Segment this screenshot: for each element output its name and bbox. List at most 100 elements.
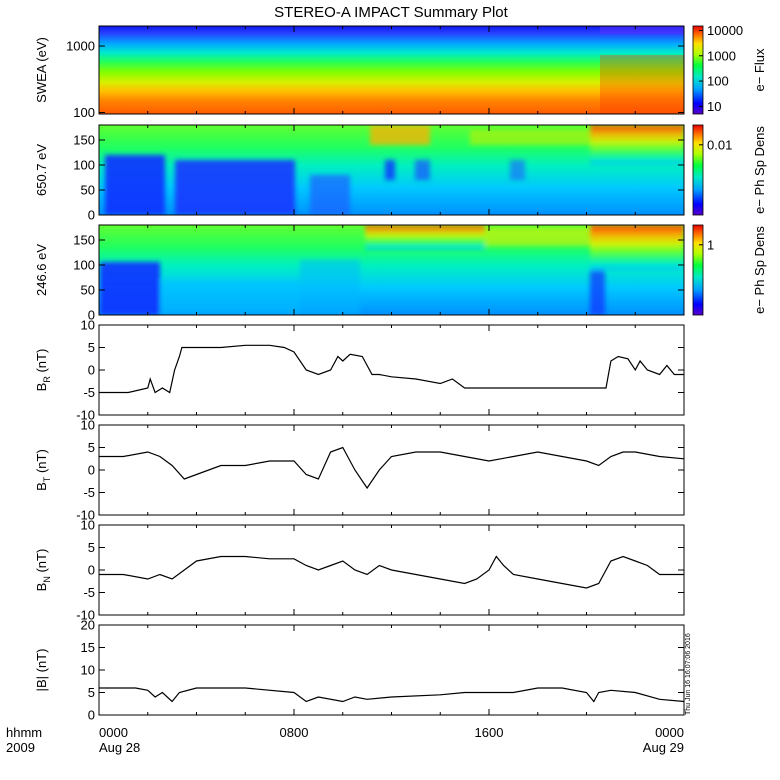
y-axis-label-main: B <box>34 482 49 491</box>
y-axis-label-unit: (nT) <box>34 549 49 576</box>
pad-650-low-flux-patch <box>105 155 165 215</box>
time-axis-label-hhmm: hhmm <box>6 725 42 740</box>
pad-650-low-flux-patch <box>385 160 395 180</box>
time-tick-label: 1600 <box>475 725 504 740</box>
swea-colorbar <box>692 25 704 115</box>
y-tick-label: 100 <box>73 105 95 120</box>
bmag-frame <box>98 624 685 716</box>
y-tick-label: 5 <box>88 685 95 700</box>
y-axis-label: BT (nT) <box>34 449 52 491</box>
y-axis-label-subscript: N <box>42 576 52 583</box>
y-tick-label: 0 <box>88 308 95 323</box>
bt-series-line <box>99 446 684 490</box>
pad-246-colorbar <box>692 224 704 316</box>
time-tick-label: 0000 <box>655 725 684 740</box>
colorbar-tick-label: 10000 <box>707 23 743 38</box>
y-tick-label: 10 <box>81 418 95 433</box>
plot-timestamp: Thu Jun 16 16:07:06 2016 <box>685 633 692 715</box>
y-tick-label: 10 <box>81 663 95 678</box>
pad-246-low-flux-patch <box>160 280 300 315</box>
y-tick-label: 150 <box>73 133 95 148</box>
y-tick-label: 0 <box>88 208 95 223</box>
pad-650-low-flux-patch <box>175 160 295 215</box>
colorbar-tick-label: 1000 <box>707 48 736 63</box>
colorbar-label: e− Ph Sp Dens <box>752 126 767 214</box>
y-axis-label: SWEA (eV) <box>34 37 49 103</box>
y-axis-label: |B| (nT) <box>34 649 49 692</box>
y-tick-label: -5 <box>83 385 95 400</box>
y-tick-label: -10 <box>76 608 95 623</box>
y-tick-label: 10 <box>81 318 95 333</box>
y-axis-label-main: B <box>34 383 49 392</box>
pad-246-high-flux-patch <box>485 228 590 246</box>
y-tick-label: 50 <box>81 283 95 298</box>
swea-enhanced-cap <box>600 26 684 34</box>
y-tick-label: 20 <box>81 618 95 633</box>
pad-650-high-flux-patch <box>590 125 684 165</box>
time-date-label: Aug 29 <box>643 740 684 755</box>
pad-650-high-flux-patch <box>470 130 590 145</box>
y-tick-label: -10 <box>76 408 95 423</box>
y-tick-label: 100 <box>73 158 95 173</box>
y-axis-label-subscript: R <box>42 376 52 383</box>
y-tick-label: 5 <box>88 340 95 355</box>
y-tick-label: 50 <box>81 183 95 198</box>
pad-650-low-flux-patch <box>415 160 430 180</box>
colorbar-tick-label: 0.01 <box>707 137 732 152</box>
pad-650-high-flux-patch <box>370 125 430 145</box>
pad-246-panel <box>98 224 685 316</box>
br-frame <box>98 324 685 416</box>
swea-spectrogram-panel <box>98 25 685 115</box>
pad-246-low-flux-patch <box>300 260 360 315</box>
y-tick-label: 100 <box>73 258 95 273</box>
time-tick-label: 0000 <box>99 725 128 740</box>
colorbar-tick-label: 100 <box>707 74 729 89</box>
pad-650-colorbar <box>692 124 704 216</box>
pad-246-low-flux-patch <box>590 270 605 315</box>
swea-enhanced-region <box>600 55 684 114</box>
y-axis-label-subscript: T <box>42 476 52 482</box>
y-axis-label-main: |B| <box>34 676 49 691</box>
swea-spectrogram-image <box>99 26 684 114</box>
y-axis-label-unit: (nT) <box>34 449 49 476</box>
time-axis-label-year: 2009 <box>6 740 35 755</box>
y-axis-label-main: B <box>34 583 49 592</box>
y-axis-label: 246.6 eV <box>34 244 49 296</box>
bn-series-line <box>99 555 684 589</box>
y-tick-label: -5 <box>83 485 95 500</box>
time-date-label: Aug 28 <box>99 740 140 755</box>
y-axis-label-unit: (nT) <box>34 349 49 376</box>
y-tick-label: 0 <box>88 363 95 378</box>
colorbar-tick-label: 10 <box>707 99 721 114</box>
y-tick-label: 0 <box>88 708 95 723</box>
y-tick-label: 15 <box>81 640 95 655</box>
pad-650-panel <box>98 124 685 216</box>
y-axis-label: BR (nT) <box>34 349 52 392</box>
y-tick-label: 1000 <box>66 39 95 54</box>
y-tick-label: 10 <box>81 518 95 533</box>
y-tick-label: -5 <box>83 585 95 600</box>
pad-246-high-flux-patch <box>365 225 485 250</box>
y-tick-label: 150 <box>73 233 95 248</box>
y-axis-label-unit: (nT) <box>34 649 49 676</box>
bmag-series-line <box>99 687 684 703</box>
pad-650-low-flux-patch <box>510 160 525 180</box>
y-tick-label: 5 <box>88 440 95 455</box>
time-tick-label: 0800 <box>280 725 309 740</box>
y-tick-label: 0 <box>88 563 95 578</box>
y-axis-label: BN (nT) <box>34 549 52 592</box>
y-axis-label: 650.7 eV <box>34 144 49 196</box>
bt-frame <box>98 424 685 516</box>
colorbar-tick-label: 1 <box>707 237 714 252</box>
pad-650-low-flux-patch <box>310 175 350 215</box>
pad-246-low-flux-patch <box>100 262 160 315</box>
colorbar-label: e− Ph Sp Dens <box>752 226 767 314</box>
colorbar-label: e− Flux <box>752 48 767 91</box>
y-tick-label: 5 <box>88 540 95 555</box>
pad-246-high-flux-patch <box>590 225 684 270</box>
lines-layer <box>99 344 684 703</box>
y-tick-label: 0 <box>88 463 95 478</box>
y-tick-label: -10 <box>76 508 95 523</box>
